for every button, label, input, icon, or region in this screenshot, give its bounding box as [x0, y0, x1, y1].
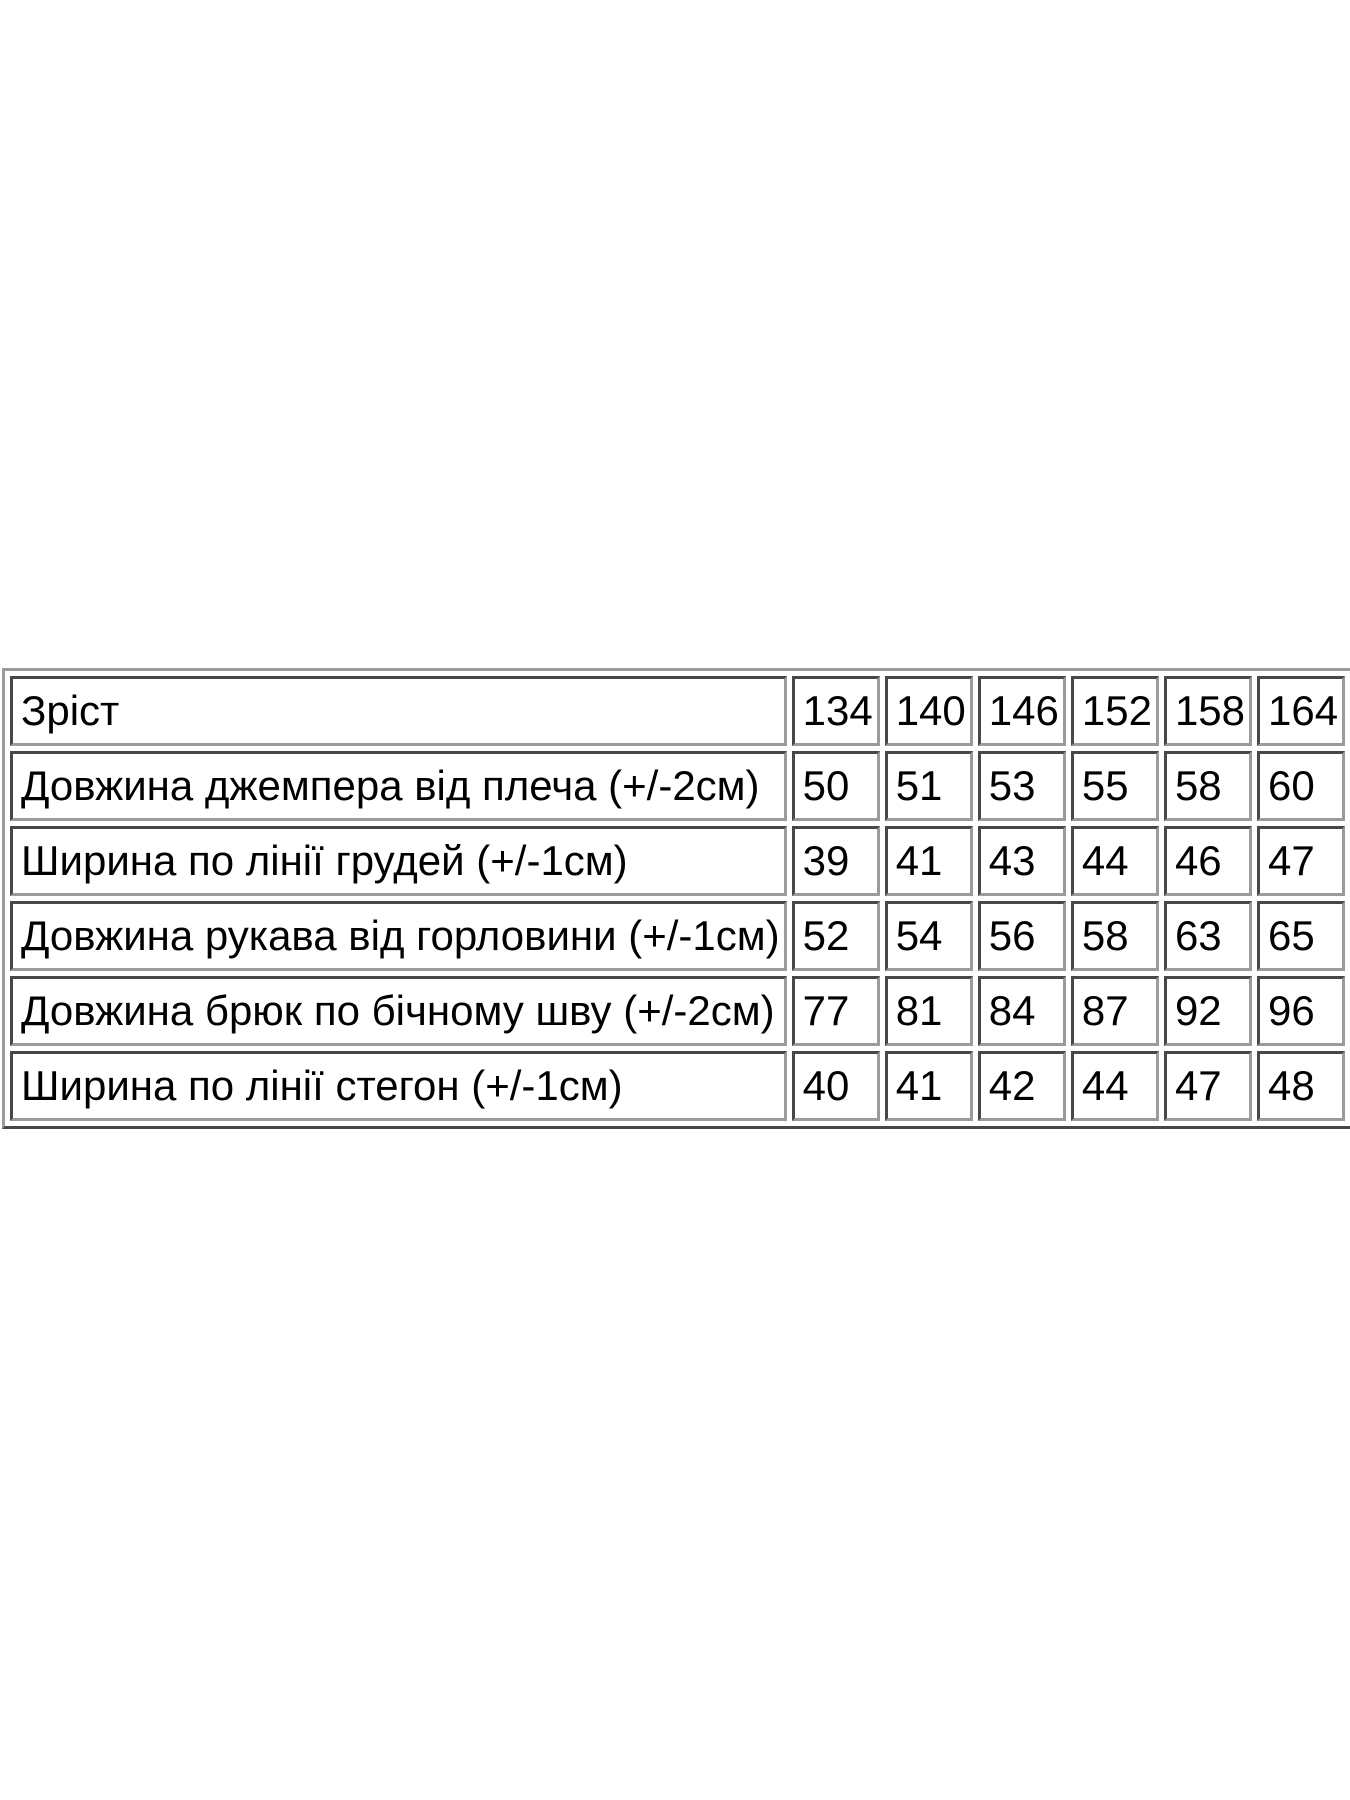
value-cell: 63	[1163, 901, 1253, 971]
table-row: Ширина по лінії грудей (+/-1см) 39 41 43…	[10, 826, 1346, 896]
table-header-row: Зріст 134 140 146 152 158 164	[10, 676, 1346, 746]
value-cell: 44	[1070, 1051, 1159, 1121]
value-cell: 51	[884, 751, 973, 821]
table-row: Довжина брюк по бічному шву (+/-2см) 77 …	[10, 976, 1346, 1046]
value-cell: 53	[977, 751, 1066, 821]
header-size-cell: 164	[1257, 676, 1346, 746]
value-cell: 50	[791, 751, 880, 821]
size-chart-table: Зріст 134 140 146 152 158 164 Довжина дж…	[2, 668, 1350, 1129]
value-cell: 40	[791, 1051, 880, 1121]
value-cell: 58	[1163, 751, 1253, 821]
row-label-cell: Довжина рукава від горловини (+/-1см)	[10, 901, 787, 971]
value-cell: 47	[1257, 826, 1346, 896]
value-cell: 56	[977, 901, 1066, 971]
header-size-cell: 146	[977, 676, 1066, 746]
row-label-cell: Довжина брюк по бічному шву (+/-2см)	[10, 976, 787, 1046]
value-cell: 81	[884, 976, 973, 1046]
value-cell: 47	[1163, 1051, 1253, 1121]
value-cell: 55	[1070, 751, 1159, 821]
value-cell: 42	[977, 1051, 1066, 1121]
header-size-cell: 152	[1070, 676, 1159, 746]
value-cell: 96	[1257, 976, 1346, 1046]
row-label-cell: Ширина по лінії стегон (+/-1см)	[10, 1051, 787, 1121]
value-cell: 60	[1257, 751, 1346, 821]
row-label-cell: Ширина по лінії грудей (+/-1см)	[10, 826, 787, 896]
value-cell: 48	[1257, 1051, 1346, 1121]
value-cell: 58	[1070, 901, 1159, 971]
value-cell: 46	[1163, 826, 1253, 896]
value-cell: 44	[1070, 826, 1159, 896]
value-cell: 87	[1070, 976, 1159, 1046]
value-cell: 84	[977, 976, 1066, 1046]
header-size-cell: 158	[1163, 676, 1253, 746]
value-cell: 77	[791, 976, 880, 1046]
value-cell: 41	[884, 1051, 973, 1121]
table-row: Ширина по лінії стегон (+/-1см) 40 41 42…	[10, 1051, 1346, 1121]
value-cell: 54	[884, 901, 973, 971]
row-label-cell: Довжина джемпера від плеча (+/-2см)	[10, 751, 787, 821]
table-row: Довжина джемпера від плеча (+/-2см) 50 5…	[10, 751, 1346, 821]
value-cell: 39	[791, 826, 880, 896]
value-cell: 41	[884, 826, 973, 896]
value-cell: 43	[977, 826, 1066, 896]
header-size-cell: 134	[791, 676, 880, 746]
table-row: Довжина рукава від горловини (+/-1см) 52…	[10, 901, 1346, 971]
value-cell: 52	[791, 901, 880, 971]
header-label-cell: Зріст	[10, 676, 787, 746]
value-cell: 65	[1257, 901, 1346, 971]
header-size-cell: 140	[884, 676, 973, 746]
value-cell: 92	[1163, 976, 1253, 1046]
